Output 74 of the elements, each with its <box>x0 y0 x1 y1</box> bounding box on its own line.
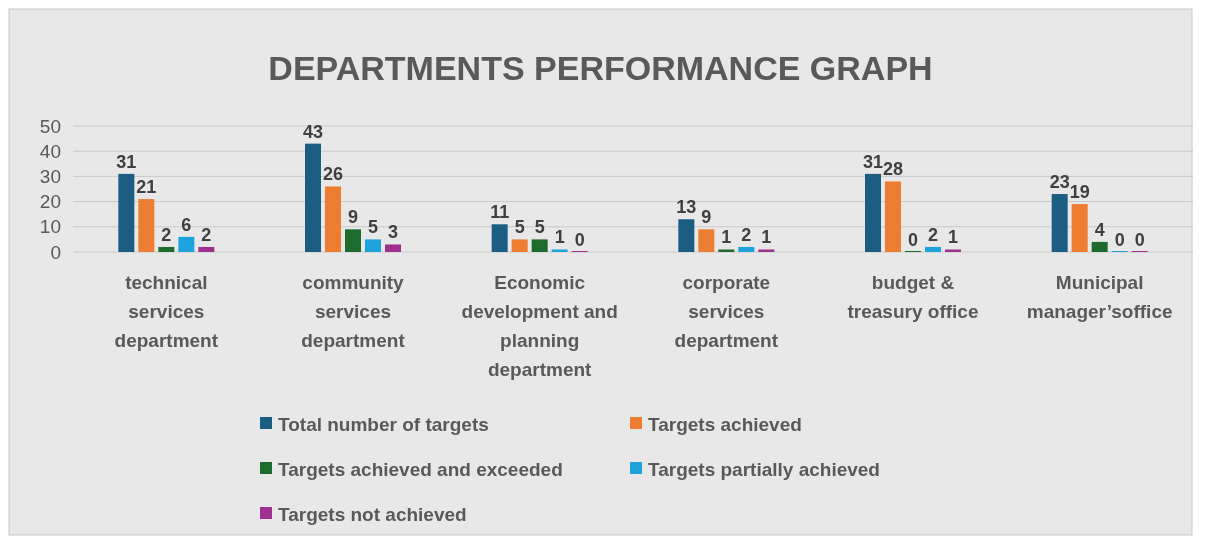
y-tick-label: 30 <box>39 166 61 188</box>
y-tick-label: 10 <box>39 216 61 238</box>
bar <box>511 239 528 252</box>
data-label: 0 <box>1114 230 1125 250</box>
data-label: 31 <box>862 151 884 172</box>
data-label: 26 <box>322 164 344 185</box>
bar <box>178 236 195 252</box>
bar <box>118 173 135 252</box>
legend-label: Targets achieved <box>648 413 802 435</box>
bar <box>138 199 155 252</box>
bar <box>758 249 775 252</box>
chart-title: DEPARTMENTS PERFORMANCE GRAPH <box>268 49 933 87</box>
legend-label: Targets achieved and exceeded <box>278 458 563 480</box>
y-tick-label: 50 <box>39 115 61 137</box>
x-tick-label: budget & treasury office <box>847 272 979 322</box>
bar <box>945 249 961 252</box>
data-label: 11 <box>490 202 510 223</box>
bar <box>738 246 755 252</box>
legend-label: Total number of targets <box>278 413 489 435</box>
data-label: 13 <box>676 197 697 218</box>
data-label: 2 <box>741 224 752 245</box>
bar <box>551 249 568 252</box>
bar <box>1071 204 1088 252</box>
data-label: 5 <box>534 217 545 238</box>
data-label: 19 <box>1069 182 1090 203</box>
data-label: 28 <box>882 159 904 180</box>
x-tick-label: community services department <box>301 272 406 351</box>
data-label: 1 <box>947 227 959 248</box>
data-label: 2 <box>201 224 212 245</box>
data-label: 6 <box>181 214 192 235</box>
data-label: 1 <box>554 227 565 248</box>
data-label: 1 <box>761 227 772 248</box>
data-label: 9 <box>701 207 712 228</box>
data-label: 0 <box>1134 230 1145 250</box>
data-label: 23 <box>1049 172 1070 193</box>
data-label: 0 <box>574 230 585 250</box>
bar <box>491 224 508 252</box>
bar <box>865 173 881 252</box>
data-label: 2 <box>161 224 172 245</box>
data-label: 31 <box>116 151 137 172</box>
data-label: 43 <box>302 121 324 142</box>
data-label: 3 <box>387 222 399 243</box>
data-label: 5 <box>367 217 379 238</box>
data-label: 2 <box>927 224 939 245</box>
y-tick-label: 20 <box>39 191 61 213</box>
x-tick-label: technical services department <box>114 272 219 351</box>
bar <box>718 249 735 252</box>
x-tick-label: corporate services department <box>674 272 779 351</box>
data-label: 9 <box>347 207 359 228</box>
bar <box>698 229 715 252</box>
bar <box>1051 194 1068 252</box>
bar <box>325 186 341 252</box>
legend-label: Targets not achieved <box>278 503 467 525</box>
data-label: 1 <box>721 227 732 248</box>
bar <box>678 219 695 252</box>
bar <box>345 229 361 252</box>
x-tick-label: Municipal manager’soffice <box>1026 272 1173 322</box>
bar <box>885 181 901 252</box>
bar <box>385 244 401 252</box>
bar <box>158 246 175 252</box>
x-tick-label: Economic development and planning department <box>461 272 618 380</box>
legend-label: Targets partially achieved <box>648 458 880 480</box>
bar <box>1091 241 1108 252</box>
bar <box>198 246 215 252</box>
data-label: 21 <box>136 177 157 198</box>
data-label: 4 <box>1094 219 1105 240</box>
data-label: 0 <box>907 230 919 250</box>
data-label: 5 <box>514 217 525 238</box>
bar <box>365 239 381 252</box>
y-tick-label: 0 <box>50 241 61 263</box>
bar <box>531 239 548 252</box>
y-tick-label: 40 <box>39 140 61 162</box>
bar <box>925 246 941 252</box>
bar <box>305 143 321 252</box>
